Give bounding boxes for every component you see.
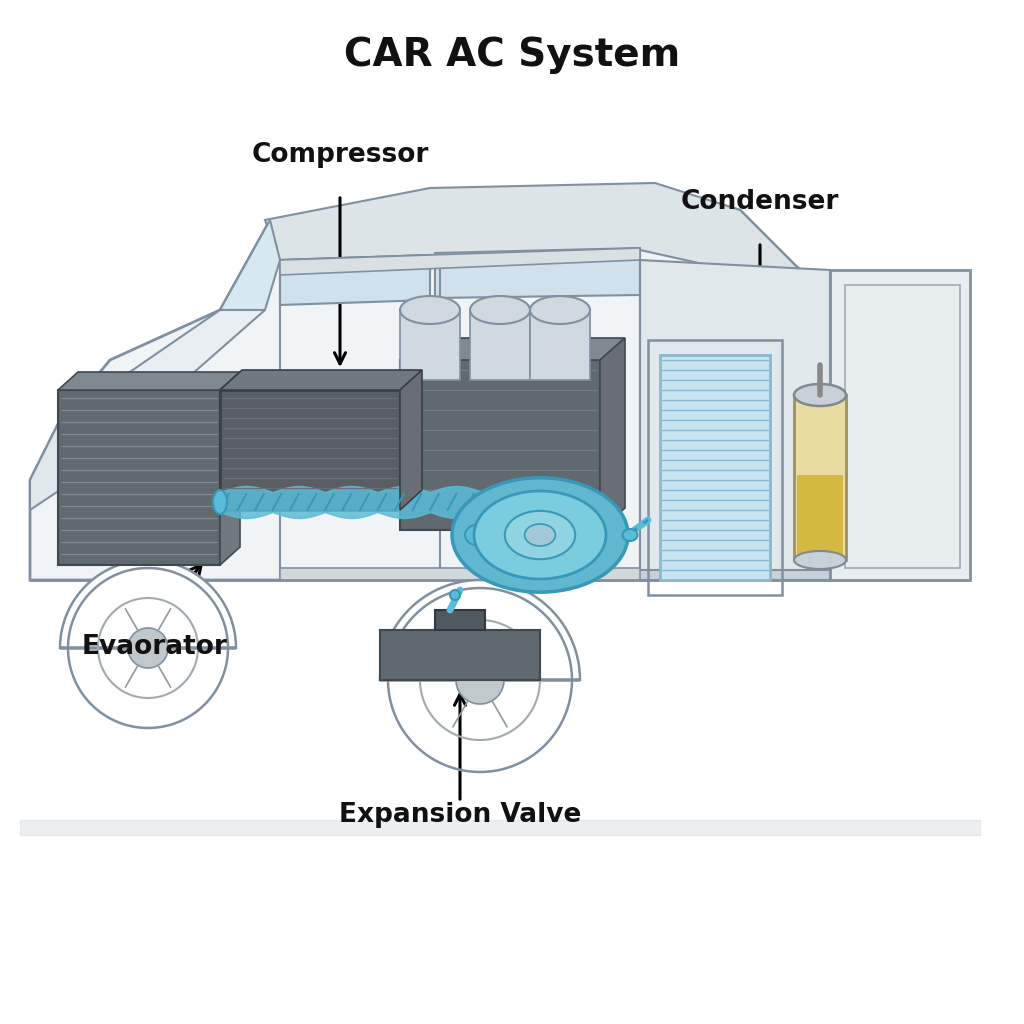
Polygon shape [640,260,830,580]
Polygon shape [280,568,640,580]
Polygon shape [456,656,504,703]
Polygon shape [58,372,240,390]
Polygon shape [380,580,580,680]
Polygon shape [400,360,600,530]
Ellipse shape [794,384,846,406]
Polygon shape [660,355,770,580]
Ellipse shape [470,296,530,324]
Text: Evaorator: Evaorator [82,634,228,660]
Ellipse shape [528,490,542,514]
Polygon shape [280,248,640,275]
Polygon shape [530,310,590,380]
Polygon shape [60,560,236,648]
Text: Compressor: Compressor [251,142,429,168]
Polygon shape [220,372,240,565]
Polygon shape [220,370,422,390]
Ellipse shape [213,490,227,514]
Ellipse shape [452,478,628,592]
Text: CAR AC System: CAR AC System [344,36,680,74]
Polygon shape [220,390,400,510]
Ellipse shape [623,529,638,541]
Polygon shape [30,185,830,580]
Polygon shape [595,570,830,580]
Polygon shape [797,475,843,555]
Polygon shape [830,270,970,580]
Text: Expansion Valve: Expansion Valve [339,802,582,828]
Polygon shape [400,370,422,510]
Polygon shape [30,420,60,510]
Polygon shape [60,310,265,490]
Ellipse shape [465,524,495,546]
Polygon shape [220,220,280,310]
Polygon shape [380,630,540,680]
Polygon shape [600,338,625,530]
Polygon shape [58,390,220,565]
Ellipse shape [794,551,846,569]
Ellipse shape [505,511,575,559]
Ellipse shape [474,490,606,579]
Polygon shape [794,395,846,560]
Ellipse shape [450,590,460,600]
Ellipse shape [530,296,590,324]
Polygon shape [265,183,800,270]
Polygon shape [435,610,485,630]
Polygon shape [400,310,460,380]
Ellipse shape [524,524,555,546]
Polygon shape [128,628,168,668]
Polygon shape [280,255,430,305]
Polygon shape [435,248,640,298]
Polygon shape [470,310,530,380]
Text: Condenser: Condenser [681,189,840,215]
Polygon shape [400,338,625,360]
Ellipse shape [400,296,460,324]
